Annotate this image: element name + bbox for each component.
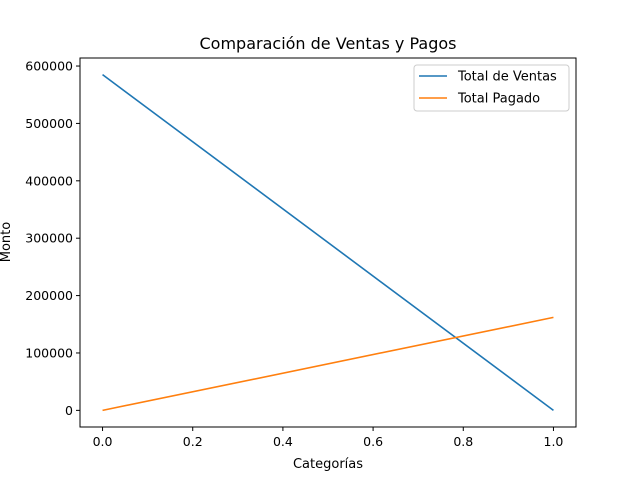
y-tick-label: 500000 — [25, 116, 73, 131]
legend-box — [413, 64, 570, 112]
series-line-0 — [102, 74, 554, 411]
x-tick-label: 0.6 — [363, 434, 383, 449]
y-axis: 0 100000 200000 300000 400000 500000 600000 — [25, 59, 80, 418]
x-axis: 0.0 0.2 0.4 0.6 0.8 1.0 — [93, 427, 564, 449]
x-tick-label: 0.4 — [273, 434, 293, 449]
y-tick-label: 100000 — [25, 345, 73, 360]
x-axis-label: Categorías — [293, 457, 363, 472]
y-tick-label: 300000 — [25, 231, 73, 246]
y-tick-label: 600000 — [25, 59, 73, 74]
x-tick-label: 0.0 — [93, 434, 113, 449]
legend-label: Total Pagado — [457, 92, 540, 107]
y-axis-label: Monto — [0, 222, 14, 263]
y-tick-label: 400000 — [25, 173, 73, 188]
y-tick-label: 200000 — [25, 288, 73, 303]
legend: Total de Ventas Total Pagado — [413, 64, 570, 112]
x-tick-label: 0.2 — [183, 434, 203, 449]
x-tick-label: 0.8 — [453, 434, 473, 449]
legend-label: Total de Ventas — [457, 70, 557, 85]
series-line-1 — [102, 316, 554, 412]
chart-title: Comparación de Ventas y Pagos — [200, 34, 457, 53]
y-tick-label: 0 — [65, 403, 73, 418]
axes-frame — [79, 57, 577, 428]
plot-area — [102, 74, 554, 412]
x-tick-label: 1.0 — [544, 434, 564, 449]
